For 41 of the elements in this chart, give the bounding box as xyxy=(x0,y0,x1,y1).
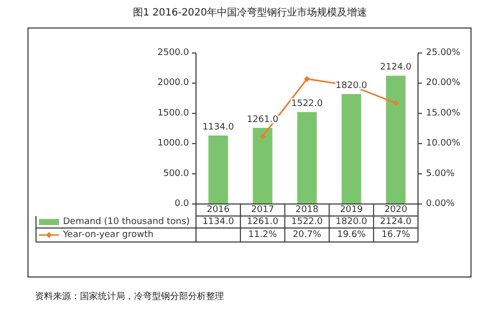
data-label: 1261.0 xyxy=(246,217,279,227)
y-tick-label: 1500.0 xyxy=(158,108,190,118)
data-label: 2124.0 xyxy=(380,217,412,227)
data-label: 20.7% xyxy=(292,230,322,240)
bar xyxy=(252,128,272,204)
y-tick-label: 1000.0 xyxy=(158,138,190,149)
legend-label: Year-on-year growth xyxy=(62,230,154,240)
y-tick-label: 500.0 xyxy=(163,168,190,179)
text: 1134.0 xyxy=(202,122,234,133)
x-tick-label: 2017 xyxy=(251,205,274,215)
data-label: 11.2% xyxy=(248,230,278,240)
y2-tick-label: 20.00% xyxy=(426,78,461,88)
data-label: 16.7% xyxy=(382,230,411,240)
bar xyxy=(208,136,228,204)
y2-tick-label: 5.00% xyxy=(426,168,456,179)
bar xyxy=(386,76,406,204)
text: 资料来源：国家统计局，冷弯型钢分部分析整理 xyxy=(35,291,224,302)
y-tick-label: 2500.0 xyxy=(158,48,190,58)
x-tick-label: 2018 xyxy=(296,205,319,215)
bar xyxy=(342,94,362,204)
y2-tick-label: 10.00% xyxy=(426,138,461,149)
point xyxy=(260,133,266,140)
y-tick-label: 0.0 xyxy=(174,199,190,209)
text: 1522.0 xyxy=(291,99,323,110)
data-label: 1820.0 xyxy=(336,217,368,227)
y2-tick-label: 15.00% xyxy=(426,108,461,118)
y-tick-label: 2000.0 xyxy=(158,78,190,88)
text: 2124.0 xyxy=(380,62,412,73)
bar xyxy=(297,112,317,204)
chart-title: 图1 2016-2020年中国冷弯型钢行业市场规模及增速 xyxy=(132,6,368,18)
y2-tick-label: 0.00% xyxy=(426,199,456,209)
data-label: 1522.0 xyxy=(291,217,324,227)
legend-label: Demand (10 thousand tons) xyxy=(63,217,190,227)
point xyxy=(392,100,399,106)
data-label: 19.6% xyxy=(337,230,366,240)
x-tick-label: 2020 xyxy=(384,205,408,215)
x-tick-label: 2016 xyxy=(206,205,230,215)
x-tick-label: 2019 xyxy=(340,205,364,215)
point xyxy=(304,76,310,82)
data-label: 1134.0 xyxy=(202,217,234,227)
y2-tick-label: 25.00% xyxy=(426,48,461,58)
